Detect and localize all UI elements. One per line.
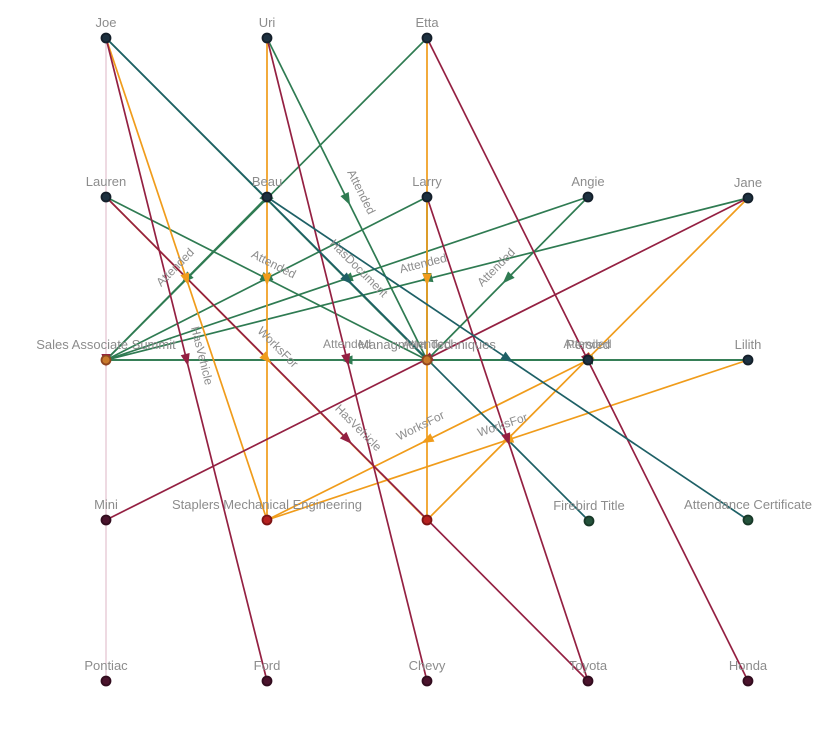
- node-label-toyota: Toyota: [569, 658, 608, 673]
- node-mt[interactable]: [421, 354, 433, 366]
- node-label-mini: Mini: [94, 497, 118, 512]
- node-attendcert[interactable]: [742, 514, 754, 526]
- node-lilith[interactable]: [742, 354, 754, 366]
- node-larry[interactable]: [421, 191, 433, 203]
- node-toyota[interactable]: [582, 675, 594, 687]
- node-label-uri: Uri: [259, 15, 276, 30]
- edge-label: Attended: [403, 337, 451, 351]
- node-label-lilith: Lilith: [735, 337, 762, 352]
- node-label-persied: Persied: [566, 337, 610, 352]
- node-label-staplers: Staplers Mechanical Engineering: [172, 497, 362, 512]
- node-layer: [100, 32, 754, 687]
- node-label-larry: Larry: [412, 174, 442, 189]
- node-label-firebird: Firebird Title: [553, 498, 625, 513]
- edge-label: Attended: [249, 247, 298, 281]
- edge-arrow-attended: [340, 192, 351, 206]
- node-label-sas: Sales Associate Summit: [36, 337, 176, 352]
- node-ford[interactable]: [261, 675, 273, 687]
- node-mini[interactable]: [100, 514, 112, 526]
- node-beau[interactable]: [261, 191, 273, 203]
- edge-arrow-hasdocument: [500, 351, 514, 363]
- node-sas[interactable]: [100, 354, 112, 366]
- node-chevy[interactable]: [421, 675, 433, 687]
- node-label-layer: Joe Uri Etta Lauren Beau Larry Angie Jane Sales …: [36, 15, 812, 673]
- edge-label: WorksFor: [255, 324, 301, 371]
- node-persied[interactable]: [582, 354, 594, 366]
- edge-arrow-hasdocument: [340, 272, 353, 285]
- node-label-ford: Ford: [254, 658, 281, 673]
- edge-label: Attended: [344, 167, 378, 216]
- edge-arrow-worksfor: [422, 273, 432, 286]
- node-joe[interactable]: [100, 32, 112, 44]
- edge-arrow-hasvehicle: [341, 353, 351, 367]
- node-honda[interactable]: [742, 675, 754, 687]
- node-staplers[interactable]: [261, 514, 273, 526]
- node-label-chevy: Chevy: [409, 658, 446, 673]
- node-firebird[interactable]: [583, 515, 595, 527]
- node-angie[interactable]: [582, 191, 594, 203]
- edge-label: Attended: [323, 337, 371, 351]
- node-label-etta: Etta: [415, 15, 439, 30]
- edge-arrow-hasvehicle: [339, 431, 352, 444]
- edge-arrow-attended: [502, 271, 515, 284]
- edge-arrow-hasvehicle: [501, 432, 511, 446]
- edge-label: Attended: [474, 245, 518, 289]
- node-label-attendcert: Attendance Certificate: [684, 497, 812, 512]
- node-uri[interactable]: [261, 32, 273, 44]
- node-label-jane: Jane: [734, 175, 762, 190]
- edge-arrow-worksfor: [262, 273, 272, 286]
- edge-label: Attended: [398, 251, 448, 276]
- node-etta[interactable]: [421, 32, 433, 44]
- edge-label: WorksFor: [394, 408, 447, 444]
- edge-arrow-worksfor: [421, 433, 435, 444]
- node-label-joe: Joe: [96, 15, 117, 30]
- node-label-mt: Managment Techniques: [358, 337, 496, 352]
- node-jane[interactable]: [742, 192, 754, 204]
- node-lauren[interactable]: [100, 191, 112, 203]
- node-label-pontiac: Pontiac: [84, 658, 128, 673]
- edge-arrow-worksfor: [259, 351, 272, 364]
- edge-arrow-worksfor: [180, 272, 190, 286]
- node-company2[interactable]: [421, 514, 433, 526]
- edge-arrow-hasvehicle: [180, 353, 190, 367]
- node-label-angie: Angie: [571, 174, 604, 189]
- node-label-honda: Honda: [729, 658, 768, 673]
- node-label-lauren: Lauren: [86, 174, 126, 189]
- edge-label: HasVehicle: [332, 401, 385, 454]
- node-label-beau: Beau: [252, 174, 282, 189]
- node-pontiac[interactable]: [100, 675, 112, 687]
- edge-label: Attended: [563, 337, 611, 351]
- edge-label-layer: Attended Attended Attended Attended Attended…: [153, 167, 611, 454]
